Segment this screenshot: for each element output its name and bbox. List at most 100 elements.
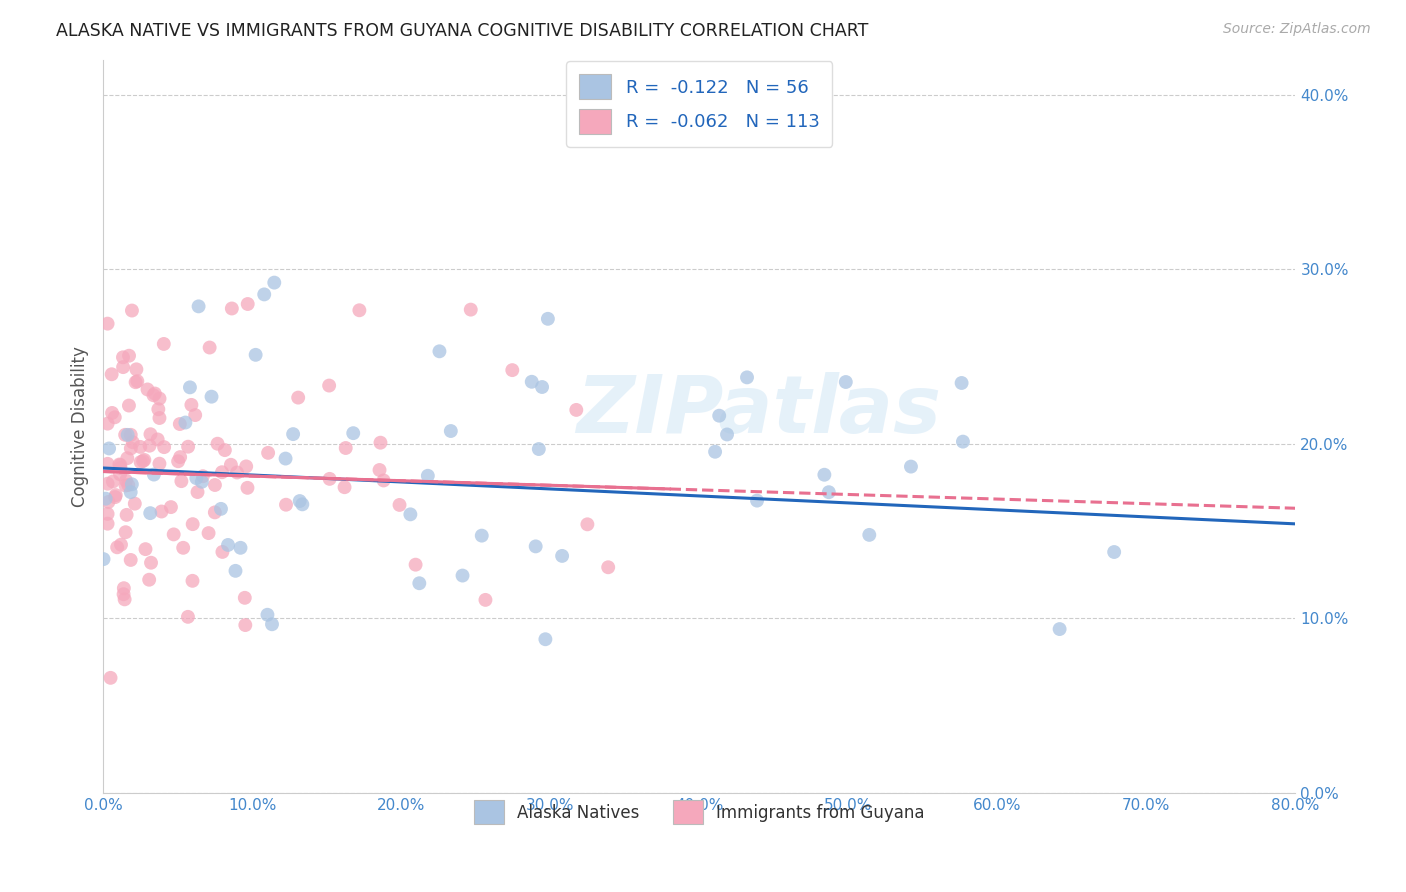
Point (118, 349, 141, 363)
Point (399, 508, 422, 522)
Point (93, 552, 115, 566)
Point (565, 403, 588, 417)
Point (117, 428, 139, 442)
Point (405, 558, 427, 572)
Point (139, 556, 162, 570)
Point (214, 443, 236, 458)
Point (179, 380, 201, 394)
Point (118, 399, 141, 413)
Point (368, 463, 391, 477)
Point (97, 417, 120, 431)
Point (180, 398, 202, 412)
Y-axis label: Cognitive Disability: Cognitive Disability (72, 346, 89, 507)
Point (745, 493, 768, 508)
Point (236, 481, 259, 495)
Text: ZIPatlas: ZIPatlas (576, 373, 942, 450)
Point (224, 564, 246, 578)
Point (142, 388, 165, 402)
Point (124, 497, 146, 511)
Point (709, 409, 731, 423)
Point (211, 465, 233, 479)
Point (108, 467, 131, 482)
Point (349, 303, 371, 318)
Point (94, 491, 117, 506)
Point (104, 488, 127, 502)
Point (274, 451, 297, 466)
Point (181, 574, 204, 588)
Point (105, 541, 128, 555)
Point (148, 402, 170, 417)
Point (110, 538, 132, 552)
Point (198, 341, 221, 355)
Point (114, 525, 136, 540)
Point (197, 526, 219, 541)
Point (527, 442, 550, 456)
Point (134, 542, 156, 557)
Point (950, 376, 973, 390)
Point (111, 351, 134, 365)
Point (97, 516, 120, 531)
Point (221, 301, 243, 316)
Point (160, 500, 183, 515)
Point (835, 375, 858, 389)
Point (114, 427, 136, 442)
Point (170, 474, 193, 488)
Point (112, 587, 135, 601)
Point (139, 506, 162, 520)
Text: Source: ZipAtlas.com: Source: ZipAtlas.com (1223, 22, 1371, 37)
Point (97, 317, 120, 331)
Point (335, 441, 357, 455)
Point (120, 442, 142, 456)
Point (121, 303, 143, 318)
Point (253, 287, 276, 301)
Point (204, 478, 226, 492)
Point (524, 540, 547, 554)
Point (260, 617, 283, 632)
Point (211, 545, 233, 559)
Point (101, 406, 124, 420)
Point (537, 311, 560, 326)
Point (207, 436, 229, 450)
Point (187, 299, 209, 313)
Point (97, 476, 120, 491)
Point (98, 442, 121, 456)
Point (117, 451, 139, 466)
Point (120, 485, 142, 500)
Point (501, 363, 523, 377)
Point (153, 440, 176, 454)
Point (576, 517, 599, 532)
Point (900, 459, 922, 474)
Point (153, 337, 176, 351)
Point (209, 501, 232, 516)
Point (735, 370, 758, 384)
Point (704, 444, 727, 458)
Point (169, 417, 191, 431)
Point (263, 276, 285, 290)
Point (148, 457, 170, 471)
Point (134, 453, 156, 467)
Point (451, 568, 474, 582)
Point (1102, 545, 1125, 559)
Point (858, 528, 880, 542)
Point (120, 427, 142, 442)
Point (129, 455, 152, 469)
Point (127, 374, 149, 388)
Point (174, 416, 197, 430)
Point (121, 477, 143, 491)
Point (342, 426, 364, 441)
Point (112, 581, 135, 595)
Point (114, 478, 136, 492)
Point (108, 458, 131, 472)
Point (1049, 622, 1071, 636)
Point (288, 494, 311, 508)
Point (148, 392, 170, 406)
Point (186, 471, 208, 485)
Point (121, 435, 143, 450)
Point (531, 380, 554, 394)
Point (177, 610, 200, 624)
Point (191, 469, 214, 483)
Point (219, 458, 242, 472)
Point (245, 348, 267, 362)
Point (226, 466, 249, 480)
Point (716, 427, 738, 442)
